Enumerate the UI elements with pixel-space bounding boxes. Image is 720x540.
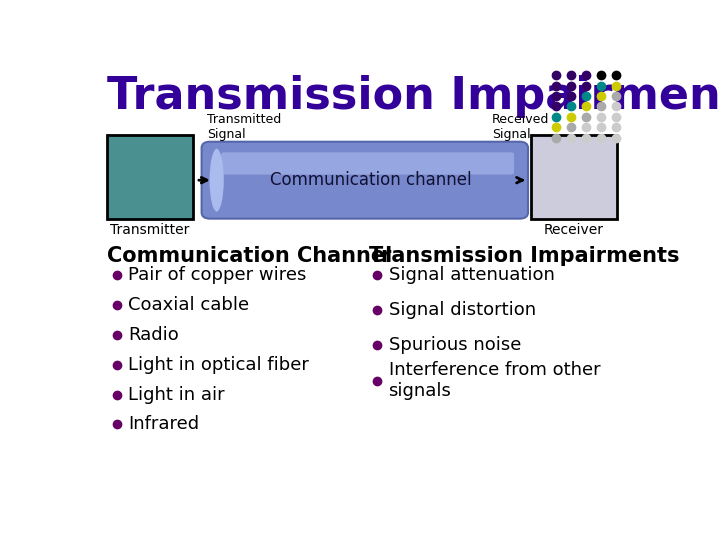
Ellipse shape (209, 148, 225, 212)
Text: Radio: Radio (128, 326, 179, 343)
FancyBboxPatch shape (202, 141, 528, 219)
FancyBboxPatch shape (531, 136, 617, 219)
Text: Signal attenuation: Signal attenuation (389, 266, 554, 284)
Text: Signal distortion: Signal distortion (389, 301, 536, 319)
Text: Communication Channel: Communication Channel (107, 246, 392, 266)
Text: Light in air: Light in air (128, 386, 225, 403)
Text: Transmitter: Transmitter (110, 223, 189, 237)
Text: Communication channel: Communication channel (269, 171, 471, 189)
Text: Coaxial cable: Coaxial cable (128, 296, 249, 314)
Text: Light in optical fiber: Light in optical fiber (128, 356, 309, 374)
Text: Transmitted
Signal: Transmitted Signal (207, 113, 282, 140)
Text: Receiver: Receiver (544, 223, 604, 237)
Text: Pair of copper wires: Pair of copper wires (128, 266, 306, 284)
Text: Infrared: Infrared (128, 415, 199, 434)
Text: Interference from other
signals: Interference from other signals (389, 361, 600, 400)
Text: Received
Signal: Received Signal (492, 113, 549, 140)
FancyBboxPatch shape (221, 152, 514, 174)
Text: Spurious noise: Spurious noise (389, 336, 521, 354)
Text: Transmission Impairments: Transmission Impairments (369, 246, 680, 266)
Text: Transmission Impairments: Transmission Impairments (107, 75, 720, 118)
FancyBboxPatch shape (107, 136, 193, 219)
